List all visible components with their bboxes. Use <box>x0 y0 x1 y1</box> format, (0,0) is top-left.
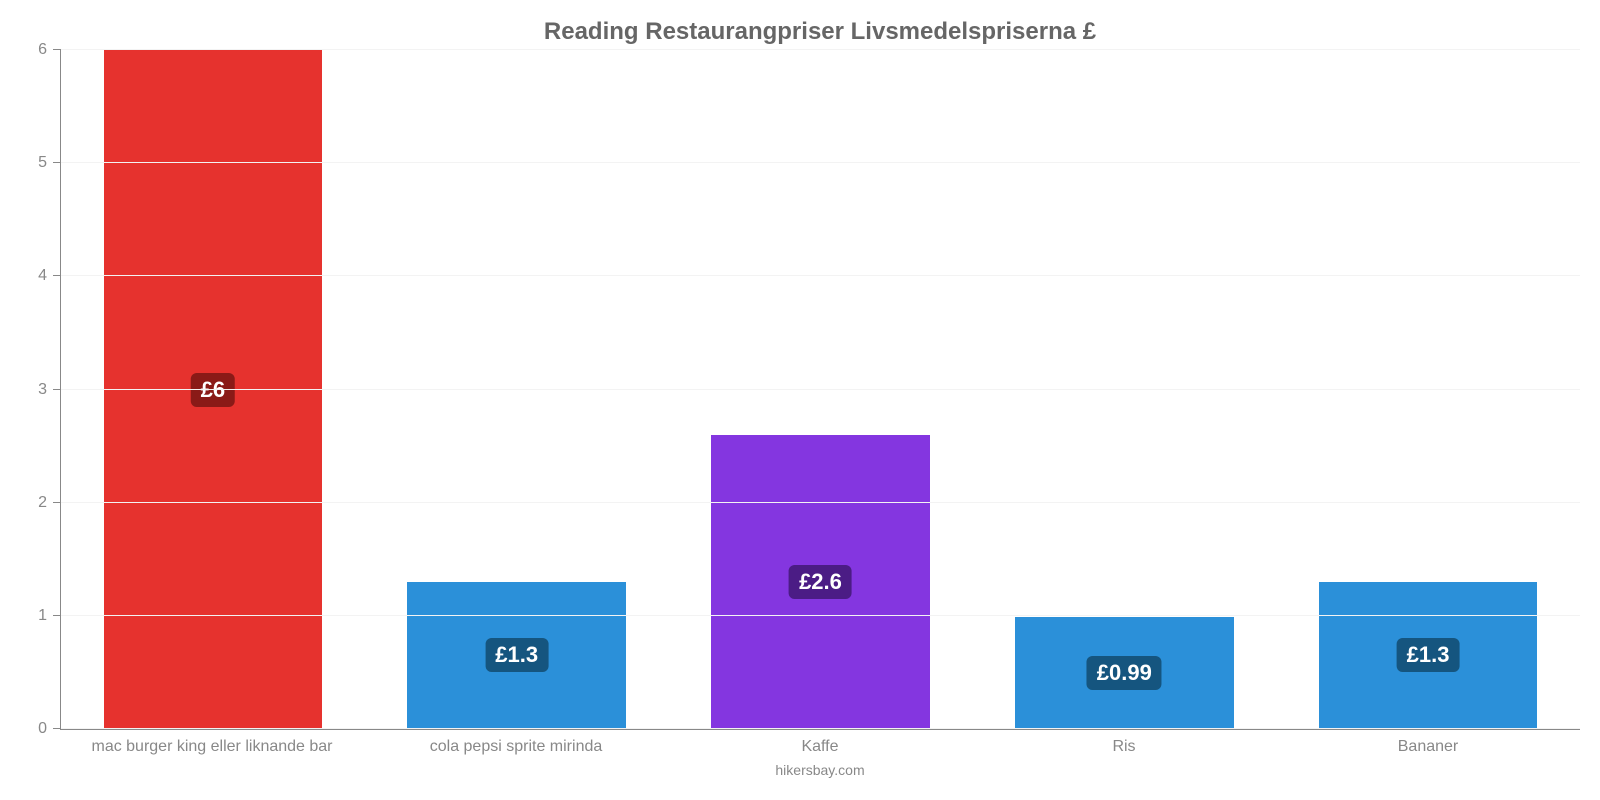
gridline <box>61 275 1580 276</box>
value-badge: £1.3 <box>1397 638 1460 672</box>
bar-slot: £6 <box>61 50 365 729</box>
y-axis-label: 3 <box>38 381 61 399</box>
x-axis-label: Kaffe <box>668 738 972 756</box>
y-axis-label: 6 <box>38 41 61 59</box>
bar-slot: £1.3 <box>1276 50 1580 729</box>
y-axis-label: 1 <box>38 607 61 625</box>
bar-slot: £0.99 <box>972 50 1276 729</box>
chart-credit: hikersbay.com <box>60 762 1580 778</box>
bars-container: £6 £1.3 £2.6 £0.99 £1.3 <box>61 50 1580 729</box>
bar: £6 <box>104 50 323 729</box>
bar-slot: £1.3 <box>365 50 669 729</box>
value-badge: £0.99 <box>1087 656 1162 690</box>
x-axis-label: cola pepsi sprite mirinda <box>364 738 668 756</box>
value-badge: £2.6 <box>789 565 852 599</box>
value-badge: £6 <box>191 373 235 407</box>
y-axis-label: 5 <box>38 154 61 172</box>
gridline <box>61 49 1580 50</box>
bar-slot: £2.6 <box>669 50 973 729</box>
x-axis-labels: mac burger king eller liknande barcola p… <box>60 738 1580 756</box>
price-chart: Reading Restaurangpriser Livsmedelsprise… <box>0 0 1600 800</box>
gridline <box>61 502 1580 503</box>
bar: £0.99 <box>1015 617 1234 729</box>
bar: £1.3 <box>407 582 626 729</box>
gridline <box>61 728 1580 729</box>
chart-title: Reading Restaurangpriser Livsmedelsprise… <box>60 18 1580 46</box>
gridline <box>61 162 1580 163</box>
bar: £1.3 <box>1319 582 1538 729</box>
value-badge: £1.3 <box>485 638 548 672</box>
x-axis-label: mac burger king eller liknande bar <box>60 738 364 756</box>
x-axis-label: Ris <box>972 738 1276 756</box>
bar: £2.6 <box>711 435 930 729</box>
y-axis-label: 4 <box>38 267 61 285</box>
plot-area: £6£1.3£2.6£0.99£1.3 0123456 <box>60 50 1580 730</box>
gridline <box>61 615 1580 616</box>
gridline <box>61 389 1580 390</box>
y-axis-label: 2 <box>38 494 61 512</box>
x-axis-label: Bananer <box>1276 738 1580 756</box>
y-axis-label: 0 <box>38 720 61 738</box>
